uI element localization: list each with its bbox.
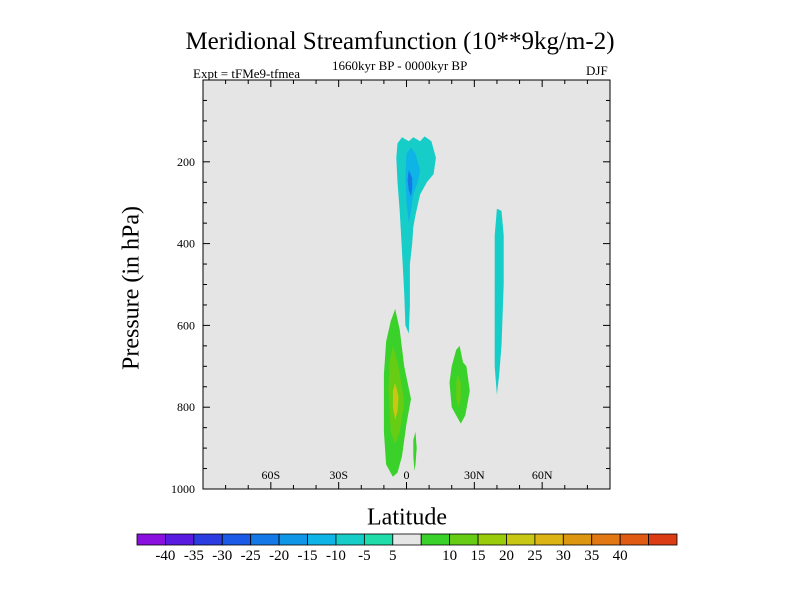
colorbar-box xyxy=(221,533,252,546)
colorbar-label: -35 xyxy=(184,548,204,564)
colorbar: -40 -35 -30 -25 -20 -15 -10 -5 5 10 15 20 25 30 35 40 xyxy=(136,533,678,564)
colorbar-box xyxy=(591,533,621,546)
colorbar-box xyxy=(562,533,593,546)
colorbar-label: 30 xyxy=(556,548,571,564)
colorbar-box xyxy=(449,533,479,546)
colorbar-box xyxy=(363,533,394,546)
contour-sh-tropical-core xyxy=(392,382,399,420)
colorbar-box xyxy=(193,533,223,546)
colorbar-label: 10 xyxy=(442,548,457,564)
colorbar-box xyxy=(534,533,564,546)
season-label: DJF xyxy=(586,63,608,78)
colorbar-label: -40 xyxy=(155,548,175,564)
x-tick-label: 0 xyxy=(404,468,410,482)
chart-title: Meridional Streamfunction (10**9kg/m-2) xyxy=(185,28,615,55)
colorbar-label: -20 xyxy=(269,548,289,564)
y-tick-label: 600 xyxy=(177,318,195,332)
colorbar-box xyxy=(278,533,308,546)
colorbar-box xyxy=(335,533,365,546)
colorbar-label: 25 xyxy=(527,548,542,564)
colorbar-label: 35 xyxy=(584,548,599,564)
colorbar-label: 40 xyxy=(613,548,628,564)
colorbar-label: -30 xyxy=(212,548,232,564)
contour-equatorial-positive-sliver xyxy=(413,431,417,471)
colorbar-box xyxy=(648,533,678,546)
period-label: 1660kyr BP - 0000kyr BP xyxy=(332,58,468,73)
colorbar-box xyxy=(506,533,536,546)
colorbar-label: -5 xyxy=(358,548,371,564)
colorbar-label: 15 xyxy=(471,548,486,564)
colorbar-label: -15 xyxy=(298,548,318,564)
y-tick-label: 1000 xyxy=(171,482,195,496)
colorbar-box xyxy=(420,533,451,546)
x-tick-label: 60S xyxy=(261,468,280,482)
colorbar-box xyxy=(165,533,195,546)
colorbar-label: 5 xyxy=(389,548,397,564)
experiment-label: Expt = tFMe9-tfmea xyxy=(193,66,300,81)
colorbar-box xyxy=(477,533,507,546)
colorbar-label: 20 xyxy=(499,548,514,564)
x-tick-label: 30S xyxy=(329,468,348,482)
x-axis-title: Latitude xyxy=(367,504,447,531)
colorbar-label: -10 xyxy=(326,548,346,564)
contour-upper-tropical-max xyxy=(407,170,413,197)
y-tick-label: 200 xyxy=(177,155,195,169)
contour-upper-tropical-core xyxy=(405,147,421,224)
contour-nh-midlat-negative xyxy=(494,208,504,395)
colorbar-label: -25 xyxy=(241,548,261,564)
contour-nh-subtropical-positive-inner xyxy=(456,374,461,408)
y-tick-label: 800 xyxy=(177,400,195,414)
colorbar-box xyxy=(619,533,649,546)
colorbar-box xyxy=(136,533,166,546)
colorbar-box xyxy=(250,533,280,546)
colorbar-box xyxy=(307,533,337,546)
contour-regions xyxy=(383,136,504,477)
y-tick-label: 400 xyxy=(177,237,195,251)
x-tick-label: 60N xyxy=(532,468,553,482)
axis-ticks: 200 400 600 800 1000 60S 30S 0 30N 60N xyxy=(171,80,610,496)
colorbar-box xyxy=(392,533,422,546)
x-tick-label: 30N xyxy=(464,468,485,482)
